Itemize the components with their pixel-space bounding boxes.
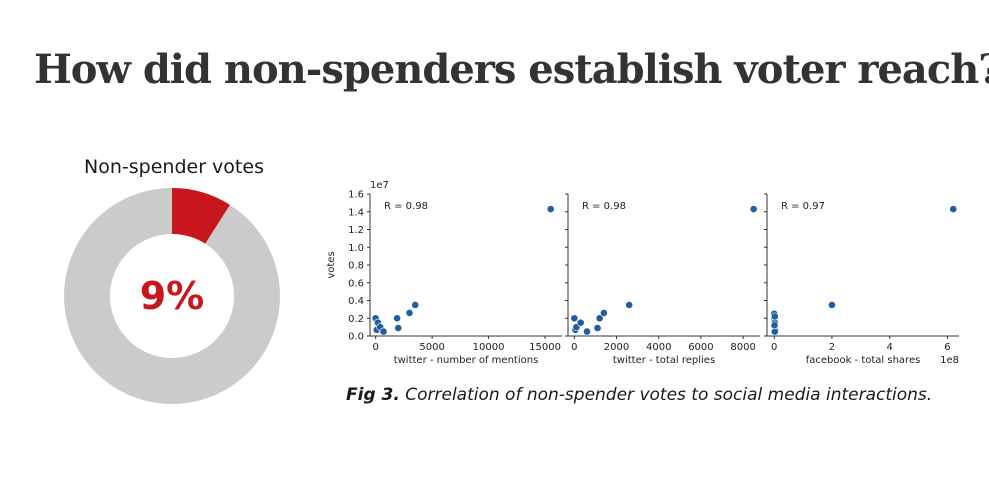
donut-chart: 9%: [64, 188, 280, 404]
y-tick-label: 0.8: [348, 261, 364, 272]
scatter-point: [828, 301, 836, 309]
scatter-point: [576, 318, 585, 327]
scatter-panel-2: 0 2000 4000 6000 8000 twitter - total replies…: [565, 193, 760, 366]
scatter-figure: 0.0 0.2 0.4 0.6 0.8 1.0 1.2 1.4 1.6 0 5000 10000 150…: [326, 180, 959, 366]
x-tick-label: 0: [771, 342, 777, 353]
y-tick-label: 1.6: [348, 190, 364, 201]
x-axis-label: twitter - number of mentions: [394, 355, 539, 366]
caption-text: Correlation of non-spender votes to soci…: [405, 385, 933, 405]
correlation-annotation: R = 0.98: [582, 201, 626, 212]
x-tick-label: 15000: [529, 342, 561, 353]
x-tick-label: 8000: [730, 342, 755, 353]
x-tick-label: 0: [372, 342, 378, 353]
x-tick-label: 0: [571, 342, 577, 353]
x-tick-label: 6000: [688, 342, 713, 353]
y-tick-label: 0.2: [348, 314, 364, 325]
figure-caption: Fig 3. Correlation of non-spender votes …: [346, 385, 976, 405]
slide-title: How did non-spenders establish voter rea…: [34, 46, 989, 93]
scatter-point: [749, 205, 758, 213]
scatter-point: [770, 312, 779, 321]
x-tick-label: 6: [944, 342, 950, 353]
donut-percent-label: 9%: [140, 274, 205, 318]
scatter-point: [411, 301, 420, 309]
y-scale-label: 1e7: [370, 180, 389, 191]
scatter-point: [546, 205, 555, 213]
x-axis-label: facebook - total shares: [806, 355, 921, 366]
correlation-annotation: R = 0.98: [384, 201, 428, 212]
scatter-point: [393, 314, 402, 323]
scatter-panel-1: 0.0 0.2 0.4 0.6 0.8 1.0 1.2 1.4 1.6 0 5000 10000 150…: [326, 180, 562, 366]
x-tick-label: 4: [887, 342, 893, 353]
scatter-panel-3: 0 2 4 6 facebook - total shares 1e8 R = 0.97: [764, 193, 959, 366]
x-tick-label: 2: [829, 342, 835, 353]
caption-prefix: Fig 3.: [346, 385, 400, 405]
scatter-point: [405, 309, 414, 317]
correlation-annotation: R = 0.97: [781, 201, 825, 212]
x-tick-label: 10000: [473, 342, 505, 353]
x-tick-label: 4000: [646, 342, 671, 353]
y-tick-label: 1.0: [348, 243, 364, 254]
scatter-point: [570, 314, 579, 323]
y-axis-label: votes: [326, 251, 337, 278]
y-tick-label: 1.2: [348, 225, 364, 236]
scatter-point: [593, 324, 602, 332]
x-tick-label: 2000: [604, 342, 629, 353]
donut-highlight-slice: [171, 188, 230, 245]
scatter-point: [949, 205, 958, 213]
scatter-point: [595, 314, 604, 323]
x-tick-label: 5000: [419, 342, 444, 353]
donut-title: Non-spender votes: [84, 156, 264, 178]
y-tick-label: 0.0: [348, 332, 364, 343]
x-scale-label: 1e8: [940, 355, 959, 366]
scatter-point: [770, 321, 779, 330]
scatter-point: [625, 301, 634, 309]
scatter-point: [379, 327, 388, 336]
y-tick-label: 0.6: [348, 278, 364, 289]
y-tick-label: 1.4: [348, 207, 364, 218]
x-axis-label: twitter - total replies: [613, 355, 715, 366]
scatter-point: [599, 309, 608, 317]
scatter-point: [583, 327, 591, 336]
y-tick-label: 0.4: [348, 296, 364, 307]
scatter-point: [394, 324, 403, 332]
